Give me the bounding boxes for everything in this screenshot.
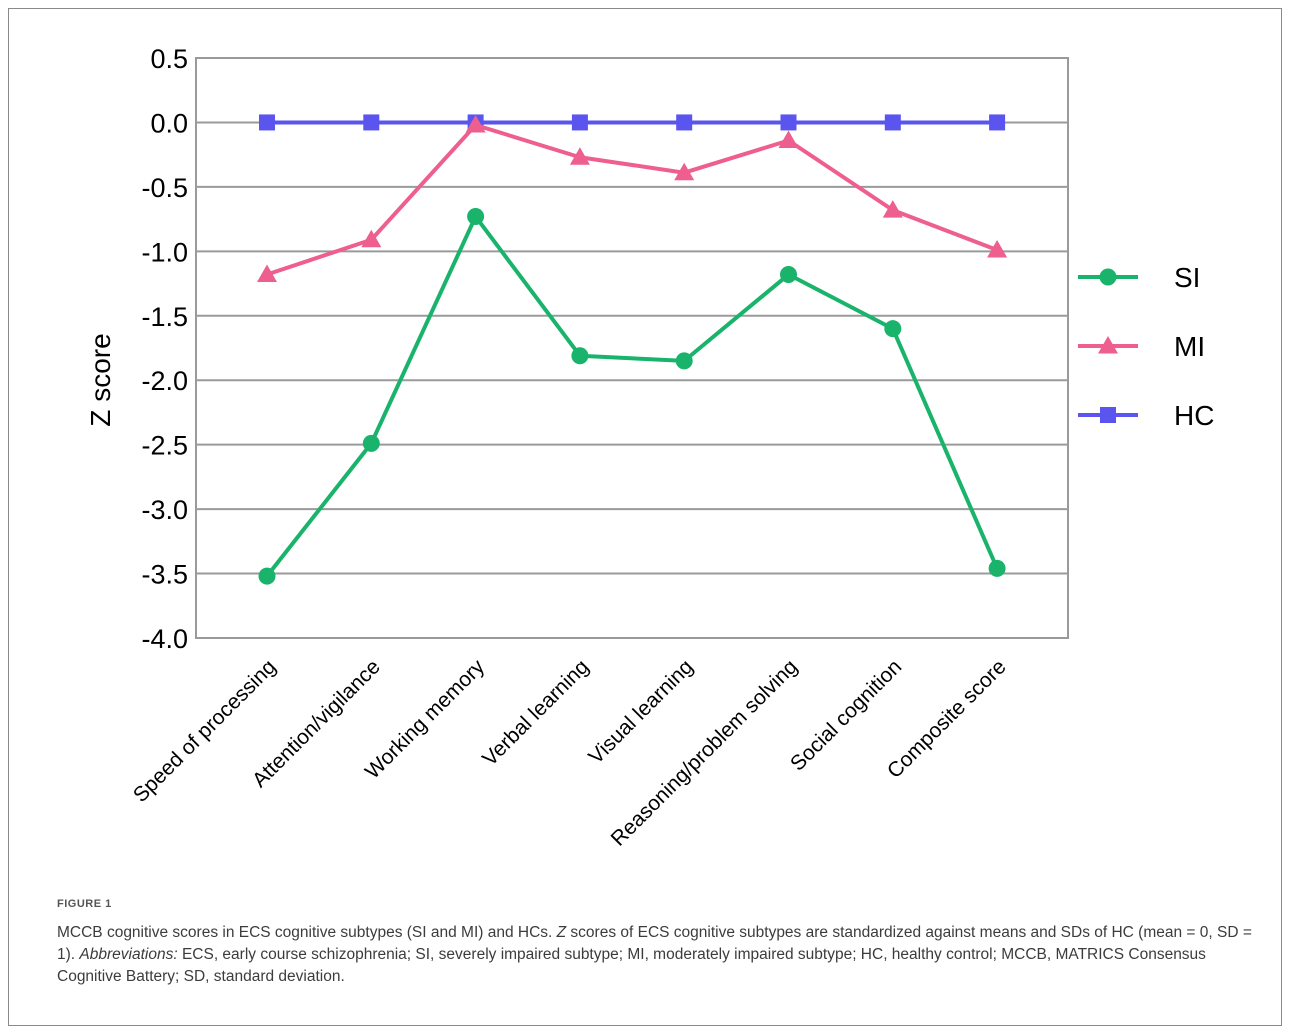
data-point-hc — [780, 114, 797, 131]
x-tick-labels: Speed of processingAttention/vigilanceWo… — [129, 655, 1011, 851]
legend-item-si: SI — [1078, 262, 1200, 293]
legend-marker — [1100, 407, 1116, 423]
plot-frame — [195, 57, 1069, 639]
data-point-si — [571, 347, 589, 365]
y-tick-label: 0.5 — [150, 44, 188, 74]
x-tick-label: Visual learning — [584, 655, 697, 768]
data-point-hc — [884, 114, 901, 131]
data-point-hc — [571, 114, 588, 131]
data-point-si — [258, 567, 276, 585]
x-tick-label: Verbal learning — [478, 655, 593, 770]
data-point-mi — [257, 264, 277, 283]
y-tick-label: -2.5 — [141, 431, 188, 461]
caption-part-3: ECS, early course schizophrenia; SI, sev… — [57, 946, 1206, 985]
data-point-hc — [676, 114, 693, 131]
data-point-mi — [569, 147, 590, 165]
grid-lines — [196, 121, 1068, 575]
legend-item-hc: HC — [1078, 400, 1214, 431]
figure-label: FIGURE 1 — [57, 898, 112, 910]
y-tick-label: 0.0 — [150, 108, 188, 138]
data-point-hc — [363, 114, 380, 131]
caption-part-1: MCCB cognitive scores in ECS cognitive s… — [57, 924, 557, 941]
x-tick-label: Reasoning/problem solving — [607, 655, 802, 850]
figure-caption: FIGURE 1 MCCB cognitive scores in ECS co… — [57, 898, 1257, 988]
legend-marker — [1099, 268, 1117, 286]
y-axis-label: Z score — [85, 333, 116, 426]
data-point-hc — [259, 114, 275, 131]
legend-label: MI — [1174, 331, 1205, 362]
x-tick-label: Social cognition — [786, 655, 906, 775]
data-point-hc — [989, 114, 1006, 131]
data-point-mi — [987, 240, 1008, 258]
legend-marker — [1098, 336, 1118, 354]
series-line-mi — [266, 123, 998, 277]
legend: SI MI HC — [1078, 262, 1214, 431]
caption-italic-z: Z — [556, 924, 567, 941]
data-point-mi — [882, 200, 903, 218]
data-point-si — [780, 266, 797, 284]
series-hc — [259, 114, 1006, 131]
y-tick-label: -4.0 — [141, 624, 188, 654]
data-point-mi — [465, 115, 486, 133]
data-point-mi — [778, 130, 799, 148]
line-chart: 0.5 0.0 -0.5 -1.0 -1.5 -2.0 -2.5 -3.0 -3.5 -4.0 S… — [85, 44, 1214, 851]
plot-area-border — [195, 57, 1069, 639]
data-point-si — [467, 208, 485, 226]
series-si — [258, 208, 1006, 585]
data-point-mi — [674, 162, 695, 181]
series-layer — [257, 114, 1008, 585]
series-line-si — [265, 214, 999, 578]
figure-frame — [8, 8, 1282, 1026]
y-tick-label: -3.0 — [141, 495, 188, 525]
y-tick-label: -2.0 — [141, 366, 188, 396]
figure-caption-text: MCCB cognitive scores in ECS cognitive s… — [57, 922, 1257, 988]
legend-label: SI — [1174, 262, 1200, 293]
y-tick-label: -0.5 — [141, 173, 188, 203]
legend-label: HC — [1174, 400, 1214, 431]
data-point-si — [884, 320, 902, 338]
data-point-si — [362, 434, 380, 452]
y-tick-label: -1.5 — [141, 302, 188, 332]
data-point-mi — [361, 229, 382, 248]
y-tick-label: -1.0 — [141, 237, 188, 267]
y-tick-label: -3.5 — [141, 560, 188, 590]
y-tick-labels: 0.5 0.0 -0.5 -1.0 -1.5 -2.0 -2.5 -3.0 -3.5 -4.0 — [141, 44, 188, 654]
data-point-si — [675, 352, 693, 370]
caption-abbreviations-label: Abbreviations: — [79, 946, 178, 963]
caption-part-2: scores of ECS cognitive subtypes are sta… — [57, 924, 1252, 963]
legend-item-mi: MI — [1078, 331, 1205, 362]
series-mi — [257, 115, 1008, 283]
data-point-si — [988, 559, 1006, 577]
